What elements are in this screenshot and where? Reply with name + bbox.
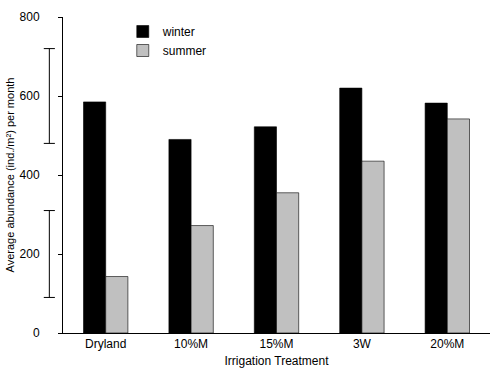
svg-text:15%M: 15%M — [259, 337, 293, 351]
svg-text:summer: summer — [163, 44, 206, 58]
svg-text:0: 0 — [33, 326, 40, 340]
svg-text:winter: winter — [162, 25, 195, 39]
svg-text:800: 800 — [20, 10, 40, 24]
svg-text:10%M: 10%M — [174, 337, 208, 351]
svg-text:Dryland: Dryland — [85, 337, 126, 351]
svg-text:400: 400 — [20, 168, 40, 182]
svg-text:3W: 3W — [353, 337, 372, 351]
svg-text:20%M: 20%M — [430, 337, 464, 351]
svg-text:200: 200 — [20, 247, 40, 261]
svg-text:Irrigation Treatment: Irrigation Treatment — [224, 354, 329, 368]
svg-text:600: 600 — [20, 89, 40, 103]
svg-text:Average abundance (ind./m²) pe: Average abundance (ind./m²) per month — [4, 78, 16, 273]
